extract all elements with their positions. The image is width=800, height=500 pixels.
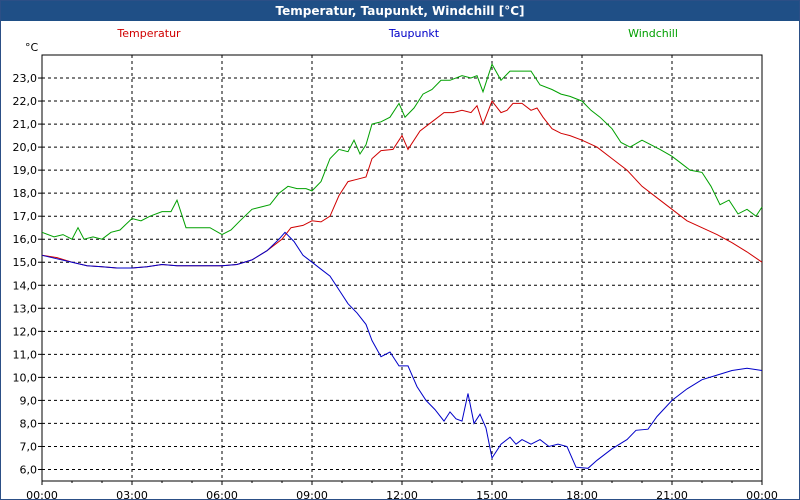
y-tick-label: 19,0 [13,164,38,177]
x-tick-time: 12:00 [386,489,418,499]
legend-item-windchill: Windchill [628,27,678,40]
y-axis-unit: °C [25,41,39,54]
y-tick-label: 6,0 [20,463,38,476]
y-tick-label: 23,0 [13,72,38,85]
series-line-windchill [41,62,763,240]
y-tick-label: 11,0 [13,348,38,361]
legend: Temperatur Taupunkt Windchill [116,27,678,40]
x-tick-time: 06:00 [206,489,238,499]
y-tick-label: 15,0 [13,256,38,269]
series-line-taupunkt [41,231,763,469]
grid-lines [38,55,763,485]
y-tick-label: 17,0 [13,210,38,223]
y-axis-labels: 6,0 7,0 8,0 9,0 10,0 11,0 12,0 13,0 14,0 15,0 16,0… [13,72,38,476]
x-tick-time: 00:00 [746,489,778,499]
y-tick-label: 16,0 [13,233,38,246]
y-tick-label: 10,0 [13,371,38,384]
legend-item-temperatur: Temperatur [116,27,181,40]
window-title: Temperatur, Taupunkt, Windchill [°C] [1,1,799,21]
legend-item-taupunkt: Taupunkt [388,27,440,40]
y-tick-label: 9,0 [20,394,38,407]
y-tick-label: 14,0 [13,279,38,292]
x-tick-time: 03:00 [116,489,148,499]
x-tick-time: 15:00 [476,489,508,499]
y-tick-label: 21,0 [13,118,38,131]
y-tick-label: 13,0 [13,302,38,315]
y-tick-label: 20,0 [13,141,38,154]
x-axis-labels: 00:0030.08.1803:0030.08.1806:0030.08.180… [26,489,778,499]
y-tick-label: 12,0 [13,325,38,338]
y-tick-label: 18,0 [13,187,38,200]
series-lines [41,62,763,469]
x-tick-time: 00:00 [26,489,58,499]
y-tick-label: 8,0 [20,417,38,430]
x-tick-time: 21:00 [656,489,688,499]
x-tick-time: 18:00 [566,489,598,499]
line-chart: 6,0 7,0 8,0 9,0 10,0 11,0 12,0 13,0 14,0 15,0 16,0… [13,27,778,499]
x-tick-time: 09:00 [296,489,328,499]
y-tick-label: 7,0 [20,440,38,453]
y-tick-label: 22,0 [13,95,38,108]
